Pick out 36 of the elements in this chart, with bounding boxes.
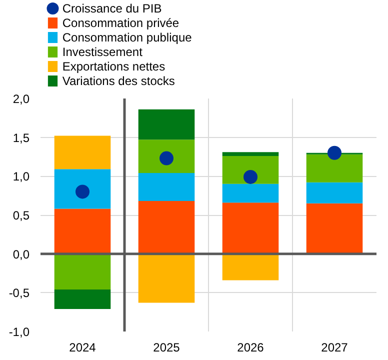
point	[328, 146, 342, 160]
bar	[54, 254, 111, 290]
bar	[138, 173, 195, 202]
x-tick-label: 2024	[69, 340, 96, 354]
x-tick-label: 2026	[237, 340, 264, 354]
bar	[222, 202, 279, 254]
bar	[222, 152, 279, 156]
y-tick-label: 1,0	[12, 170, 30, 184]
y-tick-label: 0,5	[12, 208, 30, 222]
legend-label: Consommation publique	[62, 30, 192, 44]
x-tick-label: 2027	[321, 340, 348, 354]
bar	[222, 156, 279, 184]
bar	[222, 254, 279, 280]
bar	[138, 109, 195, 140]
y-tick-label: -0,5	[8, 286, 30, 300]
bar	[54, 136, 111, 170]
legend-label: Exportations nettes	[62, 60, 166, 74]
bar	[306, 203, 363, 254]
x-tick-label: 2025	[153, 340, 180, 354]
legend-label: Consommation privée	[62, 16, 180, 30]
y-tick-label: 0,0	[12, 247, 30, 262]
y-tick-label: 1,5	[12, 130, 30, 145]
legend-label: Croissance du PIB	[62, 2, 162, 16]
bar	[138, 140, 195, 174]
bar	[138, 201, 195, 254]
bar	[138, 254, 195, 303]
bar	[54, 169, 111, 209]
bar	[306, 182, 363, 204]
bar	[54, 290, 111, 309]
y-tick-label: 2,0	[12, 92, 30, 106]
bar	[306, 154, 363, 182]
bar	[222, 184, 279, 203]
bar	[54, 208, 111, 254]
legend-label: Variations des stocks	[62, 74, 175, 88]
y-tick-label: -1,0	[8, 325, 30, 339]
legend-label: Investissement	[62, 45, 144, 59]
